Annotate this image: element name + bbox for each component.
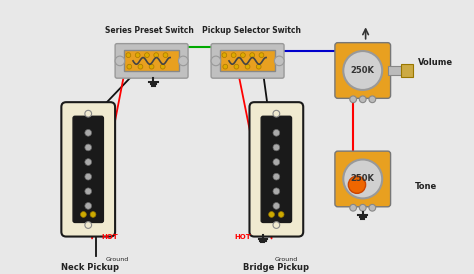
Text: HOT: HOT (234, 235, 251, 240)
Text: Bridge Pickup: Bridge Pickup (243, 263, 310, 272)
Text: Pickup Selector Switch: Pickup Selector Switch (202, 26, 301, 35)
Circle shape (90, 212, 96, 217)
Text: Ground: Ground (106, 256, 129, 262)
Circle shape (273, 110, 280, 117)
Circle shape (231, 53, 236, 58)
Circle shape (135, 53, 140, 58)
Circle shape (127, 64, 132, 69)
Circle shape (359, 96, 366, 103)
Circle shape (269, 212, 274, 217)
Circle shape (348, 176, 365, 193)
Bar (220, 50, 275, 72)
Text: Tone: Tone (415, 182, 437, 191)
Circle shape (343, 51, 382, 90)
Circle shape (278, 212, 284, 217)
Circle shape (222, 53, 227, 58)
Circle shape (369, 204, 376, 211)
Circle shape (350, 96, 356, 103)
Circle shape (369, 96, 376, 103)
Circle shape (85, 188, 91, 195)
Circle shape (273, 222, 280, 229)
Circle shape (85, 129, 91, 136)
Circle shape (273, 159, 280, 165)
Circle shape (273, 129, 280, 136)
Text: 250K: 250K (351, 175, 374, 184)
Text: Series Preset Switch: Series Preset Switch (105, 26, 194, 35)
Circle shape (211, 56, 221, 66)
Circle shape (240, 53, 246, 58)
Circle shape (223, 64, 228, 69)
Circle shape (163, 53, 168, 58)
Circle shape (234, 64, 239, 69)
Circle shape (274, 56, 284, 66)
FancyBboxPatch shape (115, 44, 188, 78)
FancyBboxPatch shape (335, 151, 391, 207)
Circle shape (85, 159, 91, 165)
Text: Ground: Ground (274, 256, 298, 262)
Circle shape (115, 56, 125, 66)
Circle shape (245, 64, 250, 69)
Circle shape (85, 202, 91, 209)
Text: HOT: HOT (101, 235, 118, 240)
FancyBboxPatch shape (335, 43, 391, 98)
FancyBboxPatch shape (249, 102, 303, 236)
Circle shape (256, 64, 261, 69)
Circle shape (250, 53, 255, 58)
Bar (124, 50, 180, 72)
FancyBboxPatch shape (211, 44, 284, 78)
Circle shape (85, 144, 91, 151)
Circle shape (273, 144, 280, 151)
Text: Volume: Volume (419, 58, 454, 67)
Circle shape (273, 188, 280, 195)
Text: Neck Pickup: Neck Pickup (61, 263, 119, 272)
Circle shape (350, 204, 356, 211)
Circle shape (273, 202, 280, 209)
Circle shape (343, 159, 382, 198)
Circle shape (259, 53, 264, 58)
Circle shape (178, 56, 188, 66)
Text: 250K: 250K (351, 66, 374, 75)
Circle shape (85, 110, 91, 117)
Circle shape (154, 53, 159, 58)
Bar (401, 64, 413, 77)
Circle shape (85, 222, 91, 229)
Circle shape (160, 64, 165, 69)
Circle shape (138, 64, 143, 69)
Circle shape (273, 173, 280, 180)
Circle shape (85, 173, 91, 180)
FancyBboxPatch shape (73, 116, 103, 222)
Circle shape (81, 212, 86, 217)
Circle shape (126, 53, 131, 58)
Circle shape (359, 204, 366, 211)
FancyBboxPatch shape (261, 116, 292, 222)
Circle shape (145, 53, 149, 58)
FancyBboxPatch shape (61, 102, 115, 236)
Bar (388, 66, 405, 75)
Circle shape (149, 64, 154, 69)
